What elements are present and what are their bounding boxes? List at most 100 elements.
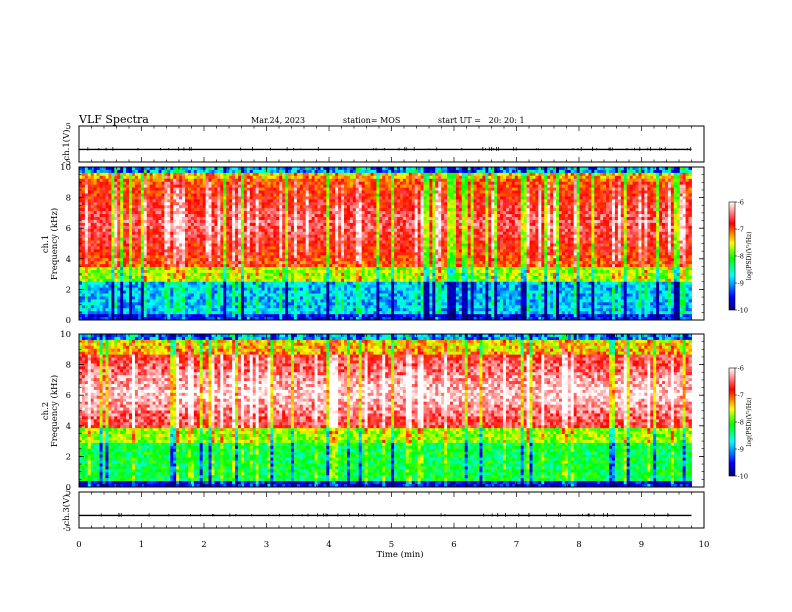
spectrogram-cell [276, 169, 280, 174]
spectrogram-cell [158, 246, 162, 250]
spectrogram-cell [305, 222, 310, 227]
spectrogram-cell [338, 228, 342, 233]
spectrogram-cell [320, 167, 324, 171]
spectrogram-cell [232, 311, 236, 315]
spectrogram-cell [164, 290, 168, 294]
spectrogram-cell [81, 281, 86, 286]
spectrogram-cell [238, 258, 242, 262]
spectrogram-cell [346, 290, 351, 294]
spectrogram-cell [108, 290, 112, 294]
spectrogram-cell [108, 272, 112, 277]
spectrogram-cell [96, 290, 101, 294]
spectrogram-cell [238, 167, 242, 171]
spectrogram-cell [276, 240, 280, 244]
spectrogram-cell [246, 308, 251, 312]
spectrogram-cell [152, 190, 156, 194]
spectrogram-cell [84, 264, 89, 268]
spectrogram-cell [217, 228, 221, 233]
spectrogram-cell [96, 305, 101, 309]
spectrogram-cell [326, 219, 330, 224]
spectrogram-cell [299, 196, 304, 200]
spectrogram-cell [129, 281, 133, 286]
spectrogram-cell [261, 217, 265, 221]
spectrogram-cell [276, 193, 280, 197]
spectrogram-cell [211, 237, 215, 241]
spectrogram-cell [79, 231, 83, 236]
spectrogram-cell [196, 172, 201, 177]
spectrogram-cell [344, 187, 348, 191]
spectrogram-cell [79, 281, 83, 286]
spectrogram-cell [332, 252, 336, 256]
spectrogram-cell [84, 167, 89, 171]
spectrogram-cell [108, 249, 112, 253]
spectrogram-cell [120, 299, 124, 303]
spectrogram-cell [267, 284, 271, 289]
spectrogram-cell [99, 234, 103, 239]
spectrogram-cell [193, 317, 198, 320]
spectrogram-cell [270, 214, 274, 218]
spectrogram-cell [99, 187, 103, 191]
spectrogram-cell [273, 281, 277, 286]
spectrogram-cell [285, 281, 289, 286]
spectrogram-cell [137, 243, 142, 247]
spectrogram-cell [317, 281, 321, 286]
spectrogram-cell [299, 293, 304, 297]
spectrogram-cell [258, 199, 262, 203]
spectrogram-cell [84, 299, 89, 303]
spectrogram-cell [270, 237, 274, 241]
spectrogram-cell [293, 284, 298, 289]
spectrogram-cell [255, 290, 260, 294]
spectrogram-cell [338, 234, 342, 239]
spectrogram-cell [167, 305, 171, 309]
spectrogram-cell [140, 190, 145, 194]
spectrogram-cell [84, 237, 89, 241]
spectrogram-cell [249, 243, 254, 247]
spectrogram-cell [255, 193, 260, 197]
spectrogram-cell [270, 217, 274, 221]
spectrogram-cell [341, 281, 345, 286]
spectrogram-cell [302, 211, 307, 215]
spectrogram-cell [238, 275, 242, 280]
spectrogram-cell [164, 208, 168, 212]
spectrogram-cell [146, 296, 151, 300]
spectrogram-cell [217, 219, 221, 224]
spectrogram-cell [205, 299, 209, 303]
spectrogram-cell [305, 199, 310, 203]
spectrogram-cell [264, 240, 268, 244]
spectrogram-cell [335, 184, 339, 188]
spectrogram-cell [161, 290, 165, 294]
spectrogram-cell [182, 196, 186, 200]
spectrogram-cell [190, 272, 195, 277]
spectrogram-cell [179, 193, 183, 197]
spectrogram-cell [182, 169, 186, 174]
spectrogram-cell [293, 308, 298, 312]
spectrogram-cell [96, 172, 101, 177]
spectrogram-cell [291, 240, 295, 244]
spectrogram-cell [105, 214, 109, 218]
spectrogram-cell [108, 219, 112, 224]
spectrogram-cell [208, 184, 212, 188]
spectrogram-cell [235, 287, 239, 291]
spectrogram-cell [308, 214, 313, 218]
spectrogram-cell [288, 284, 292, 289]
spectrogram-cell [285, 190, 289, 194]
spectrogram-cell [149, 308, 154, 312]
spectrogram-cell [291, 305, 295, 309]
spectrogram-cell [158, 237, 162, 241]
spectrogram-cell [173, 240, 177, 244]
spectrogram-cell [158, 193, 162, 197]
spectrogram-cell [105, 175, 109, 180]
spectrogram-cell [302, 258, 307, 262]
spectrogram-cell [291, 290, 295, 294]
spectrogram-cell [120, 234, 124, 239]
spectrogram-cell [291, 275, 295, 280]
spectrogram-cell [267, 308, 271, 312]
spectrogram-cell [288, 167, 292, 171]
spectrogram-cell [117, 240, 121, 244]
spectrogram-cell [346, 252, 351, 256]
spectrogram-cell [87, 228, 92, 233]
spectrogram-cell [308, 249, 313, 253]
spectrogram-cell [190, 311, 195, 315]
spectrogram-cell [258, 267, 262, 271]
spectrogram-cell [285, 317, 289, 320]
